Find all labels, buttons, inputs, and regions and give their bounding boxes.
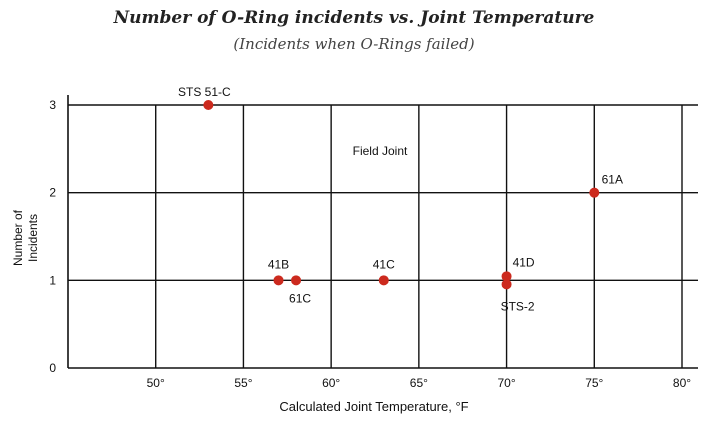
x-tick-label: 55°	[234, 376, 252, 390]
point-label: STS 51-C	[178, 85, 231, 99]
point-label: 41D	[513, 255, 535, 269]
point-label: 61C	[289, 291, 311, 305]
x-tick-label: 75°	[585, 376, 603, 390]
tick-labels: 50° 55° 60° 65° 70° 75° 80° 0 1 2 3	[49, 98, 691, 390]
data-point	[273, 275, 284, 286]
y-tick-label: 0	[49, 361, 56, 375]
data-points	[203, 100, 600, 290]
x-axis-label: Calculated Joint Temperature, °F	[279, 399, 468, 414]
x-tick-label: 65°	[410, 376, 428, 390]
y-tick-label: 1	[49, 273, 56, 287]
data-point	[501, 279, 512, 290]
y-axis-label-line-1: Number of	[11, 209, 25, 266]
x-tick-label: 60°	[322, 376, 340, 390]
data-point	[589, 187, 600, 198]
x-tick-label: 70°	[497, 376, 515, 390]
data-point	[203, 100, 214, 110]
chart-title: Number of O-Ring incidents vs. Joint Tem…	[113, 8, 595, 28]
chart-subtitle: (Incidents when O-Rings failed)	[233, 35, 475, 53]
point-label: 41B	[268, 257, 289, 271]
point-label: 41C	[373, 257, 395, 271]
data-point	[378, 275, 389, 286]
data-point	[501, 271, 512, 282]
y-axis-label-line-2: Incidents	[26, 214, 40, 262]
x-tick-label: 80°	[673, 376, 691, 390]
grid-lines	[67, 95, 698, 369]
field-joint-annotation: Field Joint	[353, 144, 408, 158]
x-tick-label: 50°	[147, 376, 165, 390]
point-label: 61A	[602, 173, 623, 187]
point-label: STS-2	[501, 299, 535, 313]
data-point	[291, 275, 302, 286]
y-tick-label: 2	[49, 186, 56, 200]
y-tick-label: 3	[49, 98, 56, 112]
point-labels: STS 51-C 61A 41B 61C 41C 41D STS-2	[178, 85, 623, 313]
